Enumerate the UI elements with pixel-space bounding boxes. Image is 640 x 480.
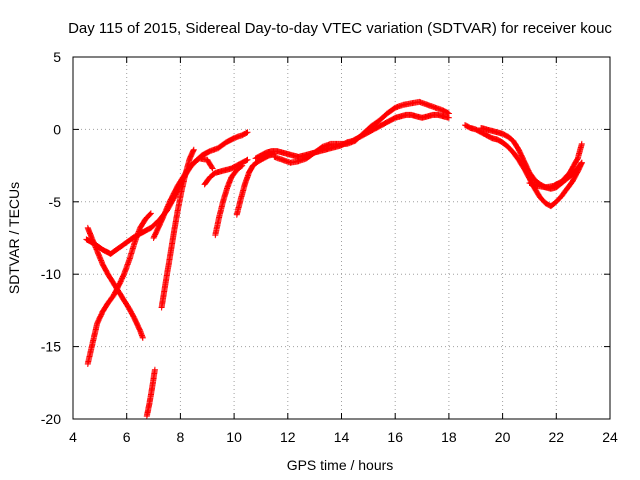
series-arc7 bbox=[201, 156, 251, 188]
y-tick-label: -15 bbox=[41, 339, 61, 355]
y-tick-label: -20 bbox=[41, 411, 61, 427]
x-tick-label: 6 bbox=[123, 429, 131, 445]
grid-lines bbox=[73, 57, 610, 419]
x-tick-label: 12 bbox=[280, 429, 296, 445]
x-tick-label: 10 bbox=[226, 429, 242, 445]
x-tick-label: 14 bbox=[334, 429, 350, 445]
x-tick-label: 22 bbox=[549, 429, 565, 445]
x-tick-label: 16 bbox=[387, 429, 403, 445]
series-arc11 bbox=[271, 98, 452, 166]
series-arc3 bbox=[83, 155, 216, 257]
series-arc6 bbox=[150, 129, 251, 241]
y-tick-label: -5 bbox=[49, 194, 62, 210]
x-tick-label: 18 bbox=[441, 429, 457, 445]
x-tick-label: 8 bbox=[177, 429, 185, 445]
series-arc5 bbox=[158, 146, 197, 311]
series-arc12 bbox=[462, 122, 585, 210]
y-tick-label: -10 bbox=[41, 266, 61, 282]
data-points bbox=[83, 98, 585, 420]
y-tick-labels: 5 0 -5 -10 -15 -20 bbox=[41, 49, 61, 427]
x-tick-labels: 4 6 8 10 12 14 16 18 20 22 24 bbox=[69, 429, 618, 445]
series-arc4 bbox=[143, 366, 158, 420]
x-tick-label: 4 bbox=[69, 429, 77, 445]
x-axis-label: GPS time / hours bbox=[287, 457, 394, 473]
series-arc9 bbox=[233, 151, 278, 218]
tick-marks bbox=[72, 56, 611, 420]
chart-title: Day 115 of 2015, Sidereal Day-to-day VTE… bbox=[68, 20, 612, 37]
y-axis-label: SDTVAR / TECUs bbox=[6, 182, 22, 294]
series-arc8 bbox=[212, 162, 246, 239]
x-tick-label: 24 bbox=[602, 429, 618, 445]
series-arc2 bbox=[84, 210, 154, 367]
y-tick-label: 5 bbox=[53, 49, 61, 65]
y-tick-label: 0 bbox=[53, 121, 61, 137]
series-arc10 bbox=[252, 111, 452, 162]
x-tick-label: 20 bbox=[495, 429, 511, 445]
series-arc14 bbox=[526, 140, 585, 191]
